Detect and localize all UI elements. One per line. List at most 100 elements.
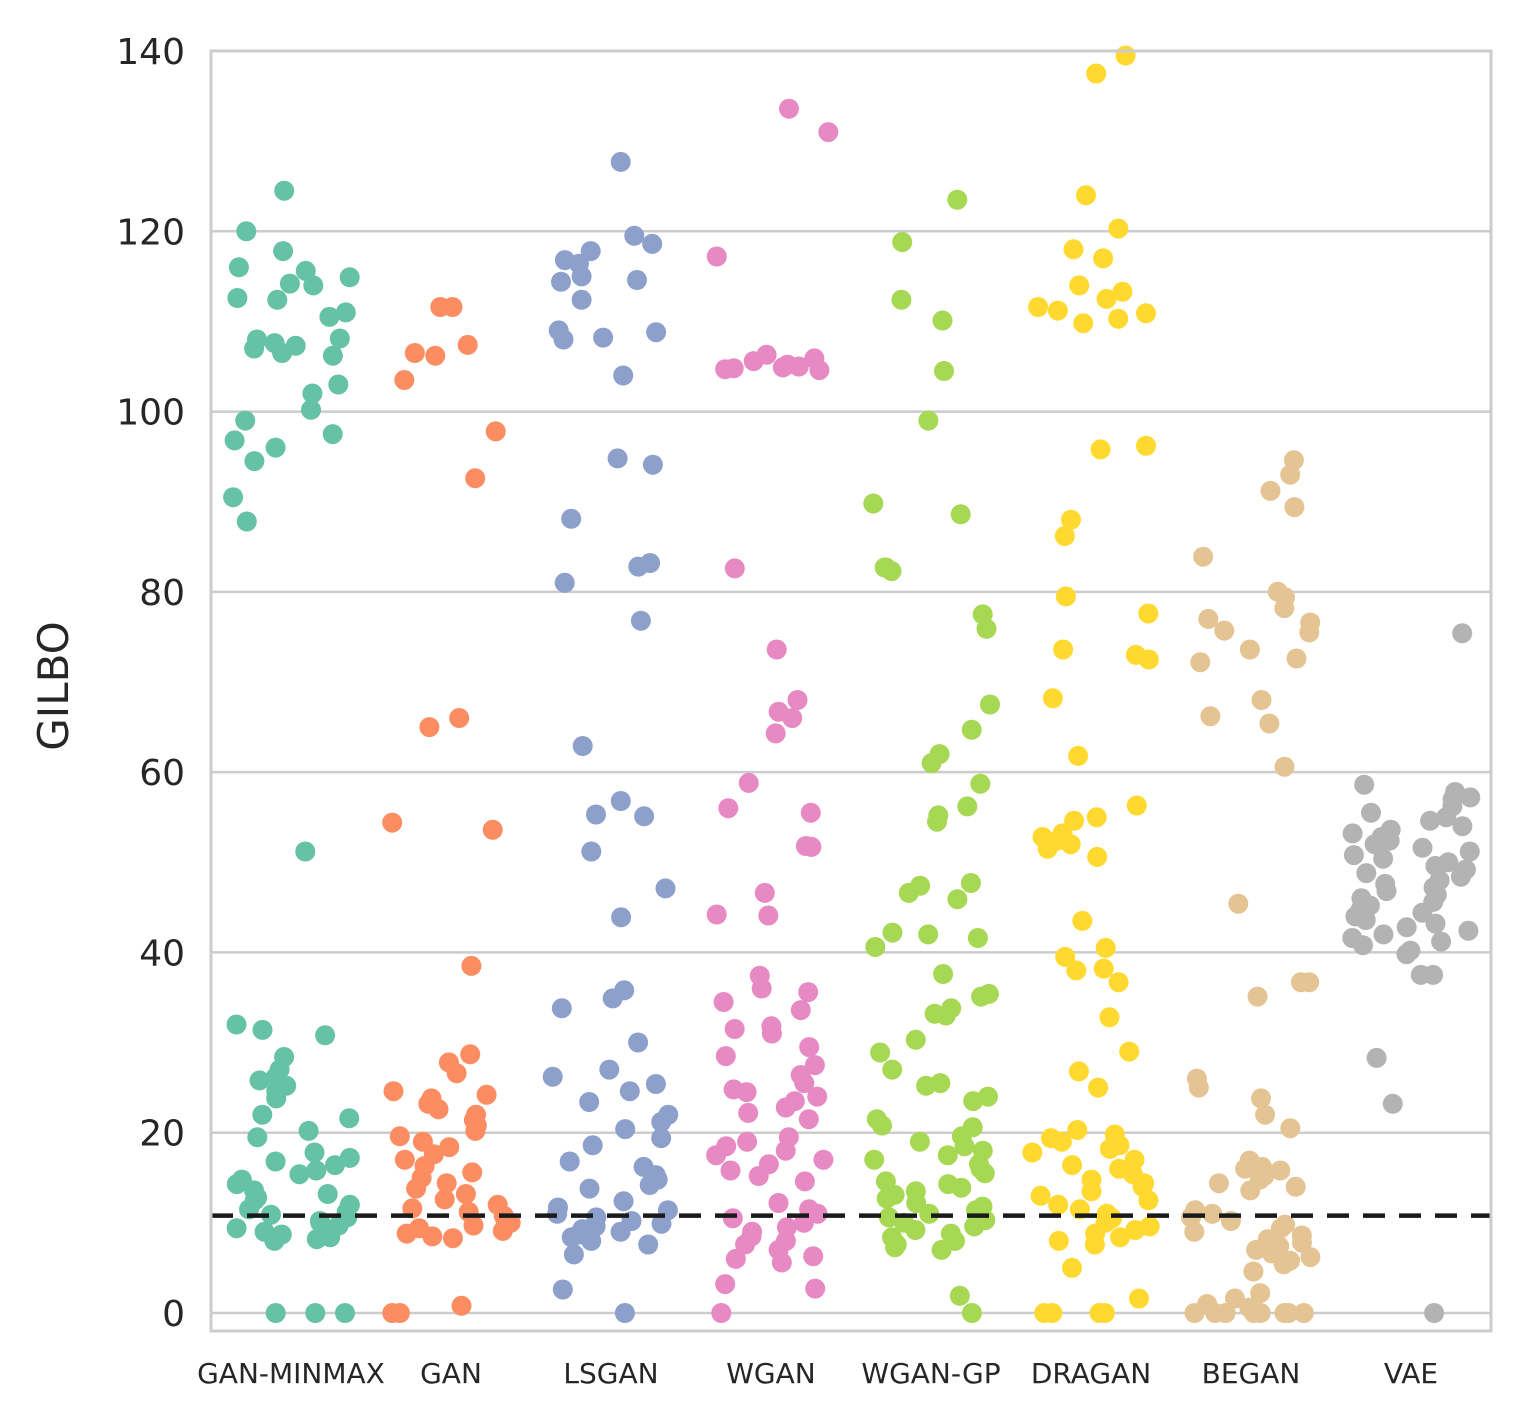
point-wgan: [809, 360, 830, 381]
point-dragan: [1081, 1181, 1102, 1202]
point-began: [1274, 1303, 1295, 1323]
point-vae: [1459, 841, 1480, 862]
data-points: [223, 45, 1481, 1323]
point-gan-minmax: [273, 241, 294, 262]
point-dragan: [1090, 439, 1111, 460]
point-gan: [396, 1223, 417, 1244]
point-wgan: [725, 1248, 746, 1269]
point-wgan-gp: [957, 796, 978, 817]
point-vae: [1452, 623, 1473, 644]
point-lsgan: [571, 289, 592, 310]
point-began: [1251, 1088, 1271, 1109]
point-wgan-gp: [905, 1220, 926, 1240]
point-wgan: [724, 1019, 745, 1039]
point-vae: [1431, 931, 1452, 952]
point-wgan-gp: [970, 773, 991, 794]
point-gan-minmax: [305, 1303, 326, 1323]
point-lsgan: [610, 791, 631, 811]
point-began: [1228, 893, 1249, 914]
point-dragan: [1136, 303, 1156, 324]
point-lsgan: [581, 841, 602, 862]
point-vae: [1460, 787, 1481, 808]
point-wgan-gp: [980, 694, 1000, 715]
point-wgan-gp: [947, 189, 968, 210]
point-dragan: [1115, 45, 1136, 66]
point-gan-minmax: [295, 841, 316, 862]
point-vae: [1379, 830, 1400, 851]
point-vae: [1425, 913, 1446, 934]
point-gan-minmax: [265, 1151, 286, 1172]
point-began: [1293, 1303, 1314, 1323]
point-wgan: [738, 772, 759, 793]
point-began: [1240, 1180, 1261, 1201]
point-wgan: [813, 1149, 834, 1170]
point-gan-minmax: [289, 1164, 310, 1185]
point-wgan-gp: [876, 1188, 897, 1209]
point-dragan: [1072, 910, 1093, 931]
point-gan: [476, 1084, 497, 1105]
point-dragan: [1108, 972, 1129, 993]
point-wgan: [788, 356, 809, 377]
point-began: [1285, 1176, 1306, 1197]
point-wgan-gp: [947, 889, 968, 910]
point-gan-minmax: [303, 275, 324, 296]
point-vae: [1361, 802, 1381, 823]
point-lsgan: [615, 1119, 636, 1140]
point-wgan: [722, 1208, 743, 1229]
point-lsgan: [642, 233, 663, 254]
point-wgan: [807, 1086, 828, 1107]
point-began: [1188, 1077, 1209, 1098]
point-vae: [1420, 810, 1441, 831]
point-lsgan: [639, 1175, 660, 1195]
point-wgan-gp: [892, 232, 913, 253]
point-gan-minmax: [328, 374, 349, 395]
point-lsgan: [645, 1074, 666, 1094]
point-lsgan: [593, 327, 614, 348]
point-lsgan: [599, 1059, 620, 1080]
point-wgan: [748, 1166, 769, 1186]
point-wgan-gp: [921, 753, 942, 774]
point-wgan: [799, 1037, 820, 1058]
point-gan-minmax: [306, 1229, 327, 1250]
point-began: [1190, 652, 1211, 673]
point-dragan: [1034, 1303, 1055, 1323]
point-wgan: [715, 1274, 736, 1295]
point-wgan-gp: [961, 1303, 982, 1323]
point-lsgan: [582, 1135, 603, 1156]
point-dragan: [1066, 960, 1087, 981]
point-gan: [442, 1228, 463, 1249]
point-wgan-gp: [951, 1177, 972, 1198]
point-gan: [404, 343, 425, 363]
point-gan-minmax: [302, 383, 323, 404]
point-gan-minmax: [339, 267, 360, 288]
point-dragan: [1108, 218, 1129, 239]
point-began: [1255, 1104, 1276, 1125]
point-dragan: [1086, 807, 1107, 828]
point-gan-minmax: [274, 180, 295, 201]
point-dragan: [1095, 937, 1116, 958]
point-gan-minmax: [267, 289, 288, 310]
point-lsgan: [580, 241, 601, 262]
point-gan-minmax: [244, 451, 265, 472]
point-wgan: [735, 1234, 756, 1255]
point-gan-minmax: [226, 1014, 247, 1035]
point-dragan: [1093, 958, 1114, 979]
point-began: [1286, 648, 1307, 669]
point-vae: [1436, 807, 1457, 828]
point-gan: [485, 421, 506, 442]
point-gan: [446, 1063, 467, 1084]
point-gan-minmax: [339, 1147, 360, 1168]
point-vae: [1382, 1093, 1403, 1114]
y-tick-label: 100: [116, 393, 185, 434]
point-vae: [1412, 902, 1433, 923]
point-gan: [439, 1137, 460, 1158]
point-gan: [406, 1178, 427, 1199]
point-gan-minmax: [265, 1303, 286, 1323]
point-lsgan: [613, 365, 634, 386]
point-dragan: [1051, 1131, 1072, 1152]
point-gan-minmax: [335, 302, 356, 323]
point-began: [1280, 464, 1301, 485]
point-began: [1274, 756, 1295, 777]
point-wgan-gp: [872, 1115, 892, 1136]
point-wgan: [804, 1055, 825, 1076]
